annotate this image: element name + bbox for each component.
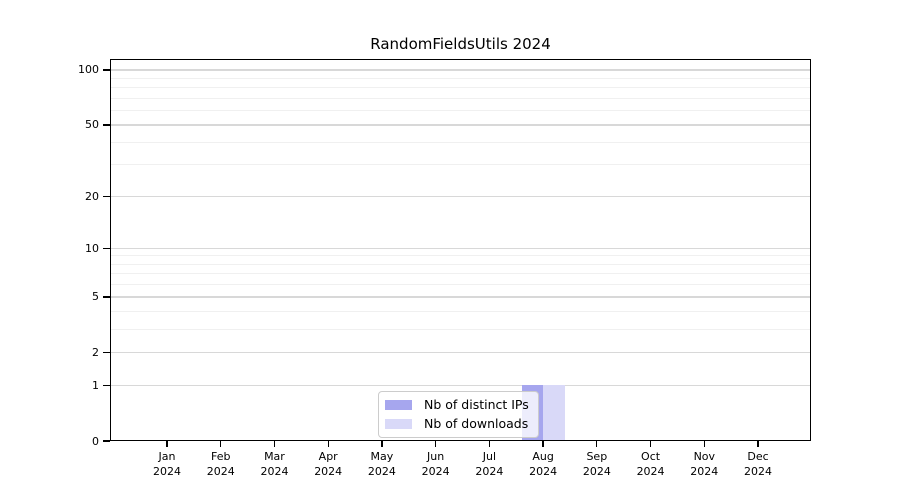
x-tick-label-month: Dec (747, 450, 769, 463)
minor-gridline (110, 284, 811, 286)
x-tick-mark (703, 441, 705, 447)
x-tick-label-year: 2024 (314, 465, 343, 478)
major-gridline (110, 124, 811, 126)
y-tick-label: 50 (85, 118, 99, 132)
legend-item-downloads: Nb of downloads (385, 417, 530, 431)
y-tick-label: 20 (85, 189, 99, 203)
x-tick-label-year: 2024 (475, 465, 504, 478)
major-gridline (110, 247, 811, 249)
x-tick-label: May 2024 (352, 449, 412, 479)
legend: Nb of distinct IPs Nb of downloads (378, 391, 539, 438)
x-tick-label-month: Jun (427, 450, 445, 463)
y-tick-label: 1 (92, 378, 99, 392)
x-tick-mark (166, 441, 168, 447)
y-tick-mark (103, 124, 110, 126)
major-gridline (110, 352, 811, 354)
legend-label-downloads: Nb of downloads (424, 416, 529, 431)
x-tick-mark (435, 441, 437, 447)
x-tick-label: Sep 2024 (567, 449, 627, 479)
y-tick-mark (103, 352, 110, 354)
x-tick-label-month: Jul (482, 450, 497, 463)
x-tick-label-year: 2024 (744, 465, 773, 478)
y-tick-label: 0 (92, 434, 99, 448)
x-tick-label: Oct 2024 (621, 449, 681, 479)
x-tick-mark (542, 441, 544, 447)
x-tick-label: Aug 2024 (513, 449, 573, 479)
x-tick-label-month: Apr (318, 450, 338, 463)
major-gridline (110, 69, 811, 71)
minor-gridline (110, 329, 811, 331)
x-tick-label-month: Aug (532, 450, 554, 463)
x-tick-label-month: Sep (586, 450, 608, 463)
minor-gridline (110, 255, 811, 257)
x-tick-label-year: 2024 (582, 465, 611, 478)
x-tick-label: Dec 2024 (728, 449, 788, 479)
x-tick-label-year: 2024 (260, 465, 289, 478)
y-tick-mark (103, 195, 110, 197)
major-gridline (110, 384, 811, 386)
x-tick-mark (220, 441, 222, 447)
y-tick-label: 100 (78, 63, 99, 77)
y-tick-label: 10 (85, 241, 99, 255)
y-tick-label: 5 (92, 290, 99, 304)
x-tick-label: Feb 2024 (191, 449, 251, 479)
x-tick-label: Mar 2024 (244, 449, 304, 479)
bar-downloads (543, 385, 565, 441)
minor-gridline (110, 110, 811, 112)
chart-title: RandomFieldsUtils 2024 (370, 35, 551, 53)
x-tick-label: Apr 2024 (298, 449, 358, 479)
x-tick-label-year: 2024 (529, 465, 558, 478)
x-tick-mark (757, 441, 759, 447)
x-tick-label-year: 2024 (690, 465, 719, 478)
x-tick-mark (327, 441, 329, 447)
x-tick-mark (488, 441, 491, 447)
x-tick-label-month: Feb (210, 450, 231, 463)
minor-gridline (110, 77, 811, 79)
x-tick-label: Nov 2024 (674, 449, 734, 479)
y-tick-mark (103, 247, 110, 249)
x-tick-label-year: 2024 (367, 465, 396, 478)
x-tick-mark (273, 441, 276, 447)
x-tick-label-year: 2024 (206, 465, 235, 478)
minor-gridline (110, 97, 811, 99)
legend-swatch-downloads (385, 419, 412, 429)
x-tick-label-month: May (370, 450, 394, 463)
minor-gridline (110, 311, 811, 313)
legend-swatch-distinct-ips (385, 400, 412, 410)
minor-gridline (110, 263, 811, 265)
x-tick-label-year: 2024 (153, 465, 181, 478)
x-tick-mark (649, 441, 652, 447)
minor-gridline (110, 273, 811, 275)
minor-gridline (110, 164, 811, 166)
x-tick-label-month: Mar (264, 450, 285, 463)
legend-label-distinct-ips: Nb of distinct IPs (424, 397, 529, 412)
x-tick-label: Jun 2024 (406, 449, 466, 479)
minor-gridline (110, 141, 811, 143)
y-tick-mark (103, 69, 110, 71)
major-gridline (110, 296, 811, 298)
y-tick-label: 2 (92, 346, 99, 360)
y-tick-mark (103, 440, 110, 442)
x-tick-label-month: Jan (158, 450, 176, 463)
major-gridline (110, 195, 811, 197)
x-tick-label-month: Nov (693, 450, 716, 463)
x-tick-mark (596, 441, 598, 447)
x-tick-mark (381, 441, 383, 447)
legend-item-distinct-ips: Nb of distinct IPs (385, 398, 530, 412)
y-tick-mark (103, 384, 110, 386)
y-tick-mark (103, 296, 110, 298)
minor-gridline (110, 87, 811, 89)
x-tick-label: Jan 2024 (137, 449, 197, 479)
x-tick-label-month: Oct (641, 450, 661, 463)
x-tick-label-year: 2024 (421, 465, 450, 478)
x-tick-label-year: 2024 (636, 465, 665, 478)
x-tick-label: Jul 2024 (459, 449, 519, 479)
